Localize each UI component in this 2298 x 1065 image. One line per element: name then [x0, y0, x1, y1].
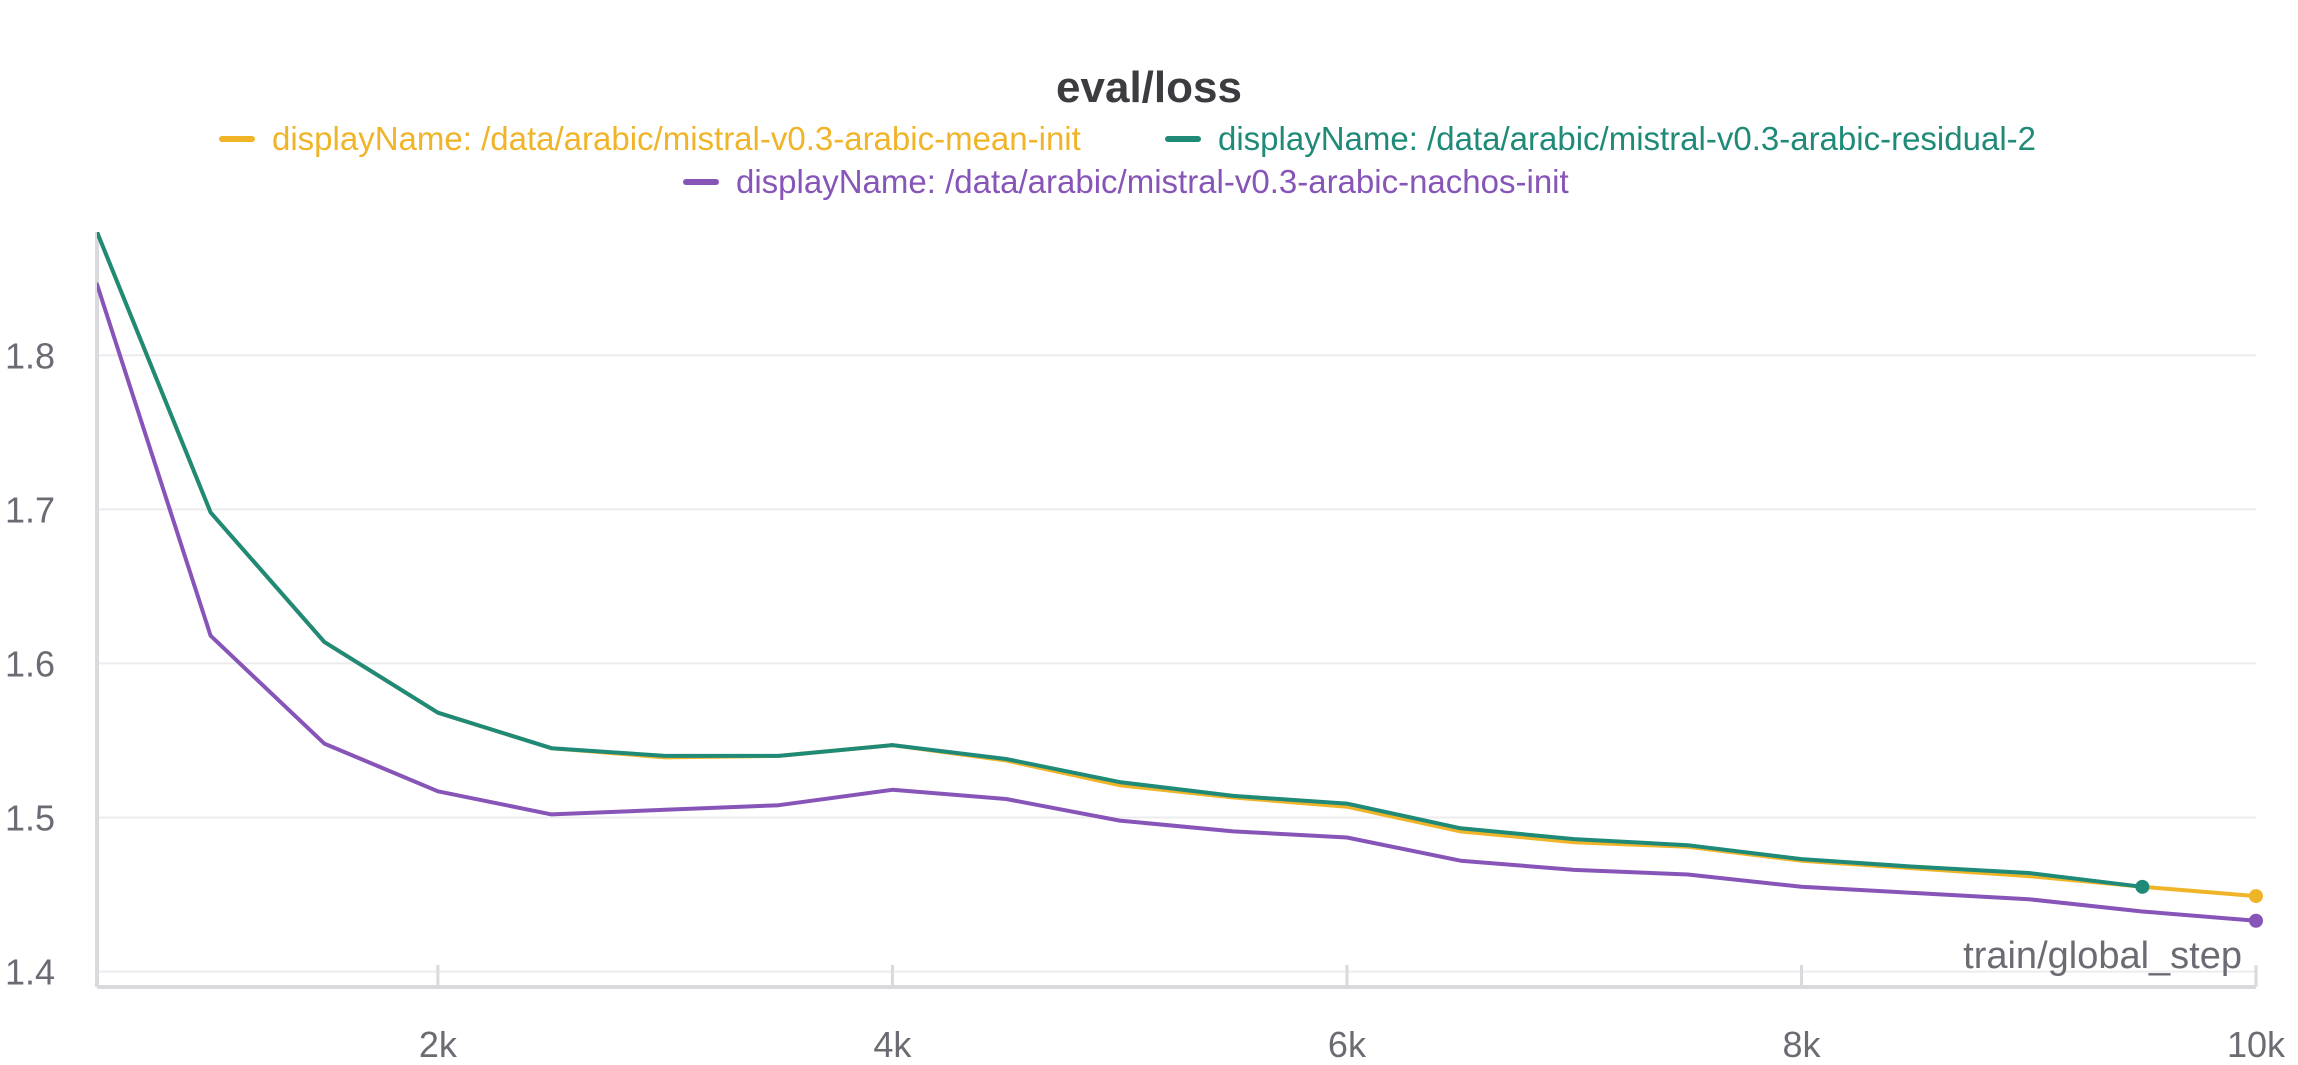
legend-label-1: displayName: /data/arabic/mistral-v0.3-a… [272, 120, 1081, 157]
series-line-2 [97, 232, 2145, 889]
y-tick-label: 1.6 [5, 643, 55, 684]
series-group [97, 232, 2263, 928]
x-axis-label: train/global_step [1963, 935, 2242, 977]
legend-label-2: displayName: /data/arabic/mistral-v0.3-a… [1218, 120, 2036, 157]
y-axis: 1.4 1.5 1.6 1.7 1.8 [5, 335, 55, 992]
series-end-point-2 [2135, 879, 2150, 894]
series-end-point-3 [2249, 913, 2263, 928]
x-tick-label: 8k [1782, 1024, 1821, 1065]
y-tick-label: 1.4 [5, 952, 55, 993]
grid [95, 232, 2256, 989]
x-tick-label: 2k [419, 1024, 458, 1065]
chart-title: eval/loss [1056, 63, 1242, 112]
series-line-3 [97, 282, 2258, 923]
legend-label-3: displayName: /data/arabic/mistral-v0.3-a… [736, 163, 1569, 200]
x-tick-label: 4k [873, 1024, 912, 1065]
x-tick-label: 10k [2227, 1024, 2286, 1065]
series-line-1 [97, 232, 2258, 899]
series-end-point-1 [2249, 889, 2263, 904]
x-axis: 2k 4k 6k 8k 10k [419, 965, 2286, 1065]
legend: displayName: /data/arabic/mistral-v0.3-a… [219, 120, 2036, 200]
y-tick-label: 1.8 [5, 335, 55, 376]
x-tick-label: 6k [1328, 1024, 1367, 1065]
y-tick-label: 1.5 [5, 798, 55, 839]
y-tick-label: 1.7 [5, 489, 55, 530]
